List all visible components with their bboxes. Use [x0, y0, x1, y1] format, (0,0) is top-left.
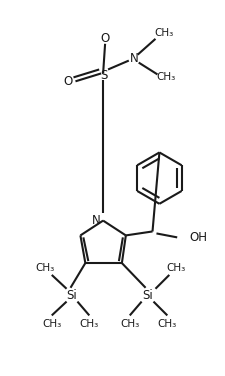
Text: CH₃: CH₃: [79, 319, 99, 329]
Text: Si: Si: [142, 289, 152, 302]
Text: OH: OH: [188, 231, 206, 244]
Text: CH₃: CH₃: [157, 319, 176, 329]
Text: CH₃: CH₃: [156, 72, 175, 82]
Text: S: S: [100, 69, 107, 82]
Text: CH₃: CH₃: [42, 319, 61, 329]
Text: N: N: [91, 214, 100, 227]
Text: Si: Si: [66, 289, 76, 302]
Text: CH₃: CH₃: [166, 263, 185, 273]
Text: O: O: [100, 32, 109, 45]
Text: O: O: [63, 75, 72, 88]
Text: CH₃: CH₃: [35, 263, 54, 273]
Text: CH₃: CH₃: [120, 319, 139, 329]
Text: CH₃: CH₃: [154, 28, 173, 38]
Text: N: N: [130, 52, 139, 65]
